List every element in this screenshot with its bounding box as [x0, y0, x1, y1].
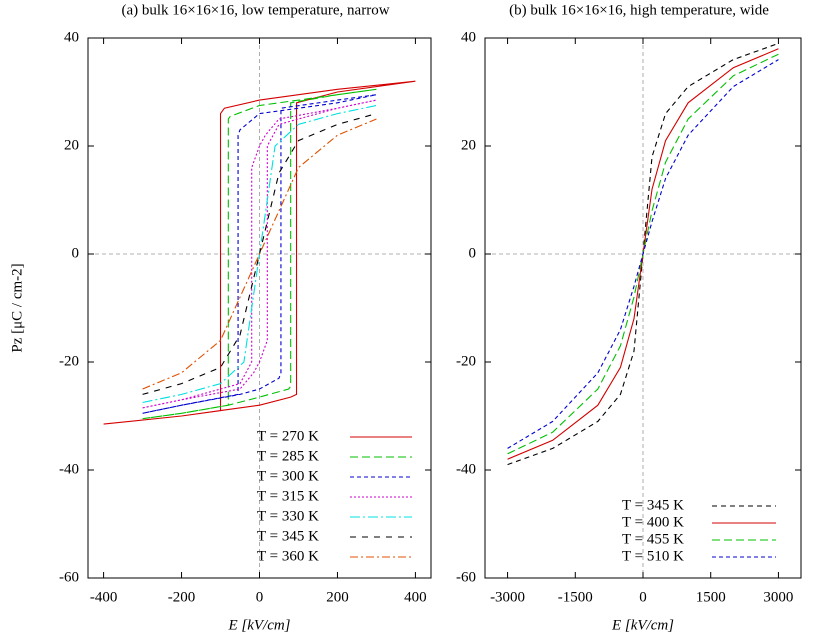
- x-tick-label: -200: [168, 589, 196, 605]
- x-tick-label: 200: [326, 589, 349, 605]
- y-tick-label: -40: [456, 461, 476, 477]
- x-tick-label: -1500: [558, 589, 593, 605]
- series-line: [142, 88, 377, 420]
- y-tick-label: -60: [456, 569, 476, 585]
- x-tick-label: 400: [404, 589, 427, 605]
- series-line: [142, 118, 377, 390]
- y-tick-label: 20: [461, 137, 476, 153]
- x-tick-label: 3000: [763, 589, 793, 605]
- y-tick-label: 20: [64, 137, 79, 153]
- plot-frame: [484, 37, 802, 579]
- x-tick-label: 0: [639, 589, 647, 605]
- panel-title: (b) bulk 16×16×16, high temperature, wid…: [509, 2, 769, 18]
- legend-label: T = 455 K: [622, 531, 684, 547]
- y-tick-label: 0: [469, 245, 477, 261]
- legend-label: T = 360 K: [257, 548, 319, 564]
- y-tick-label: -60: [59, 569, 79, 585]
- y-tick-label: 0: [72, 245, 80, 261]
- x-axis-label: E [kV/cm]: [611, 617, 674, 633]
- legend-label: T = 315 K: [257, 488, 319, 504]
- series-line: [103, 80, 416, 425]
- series-line: [142, 99, 377, 409]
- legend-label: T = 330 K: [257, 508, 319, 524]
- panel-title: (a) bulk 16×16×16, low temperature, narr…: [121, 2, 389, 18]
- legend-label: T = 285 K: [257, 448, 319, 464]
- series-line: [142, 113, 377, 395]
- x-axis-label: E [kV/cm]: [227, 617, 290, 633]
- y-tick-label: 40: [64, 29, 79, 45]
- x-tick-label: -400: [90, 589, 118, 605]
- legend-label: T = 300 K: [257, 468, 319, 484]
- legend-label: T = 270 K: [257, 428, 319, 444]
- legend-label: T = 400 K: [622, 514, 684, 530]
- y-tick-label: -40: [59, 461, 79, 477]
- x-tick-label: 1500: [696, 589, 726, 605]
- series-line: [507, 42, 779, 466]
- y-tick-label: 40: [461, 29, 476, 45]
- y-tick-label: -20: [59, 353, 79, 369]
- y-axis-label: Pz [μC / cm-2]: [9, 263, 25, 352]
- x-tick-label: 0: [256, 589, 264, 605]
- legend-label: T = 345 K: [622, 497, 684, 513]
- y-tick-label: -20: [456, 353, 476, 369]
- legend-label: T = 510 K: [622, 548, 684, 564]
- plot-frame: [87, 37, 432, 579]
- series-line: [507, 59, 779, 449]
- series-line: [142, 94, 377, 414]
- x-tick-label: -3000: [490, 589, 525, 605]
- legend-label: T = 345 K: [257, 528, 319, 544]
